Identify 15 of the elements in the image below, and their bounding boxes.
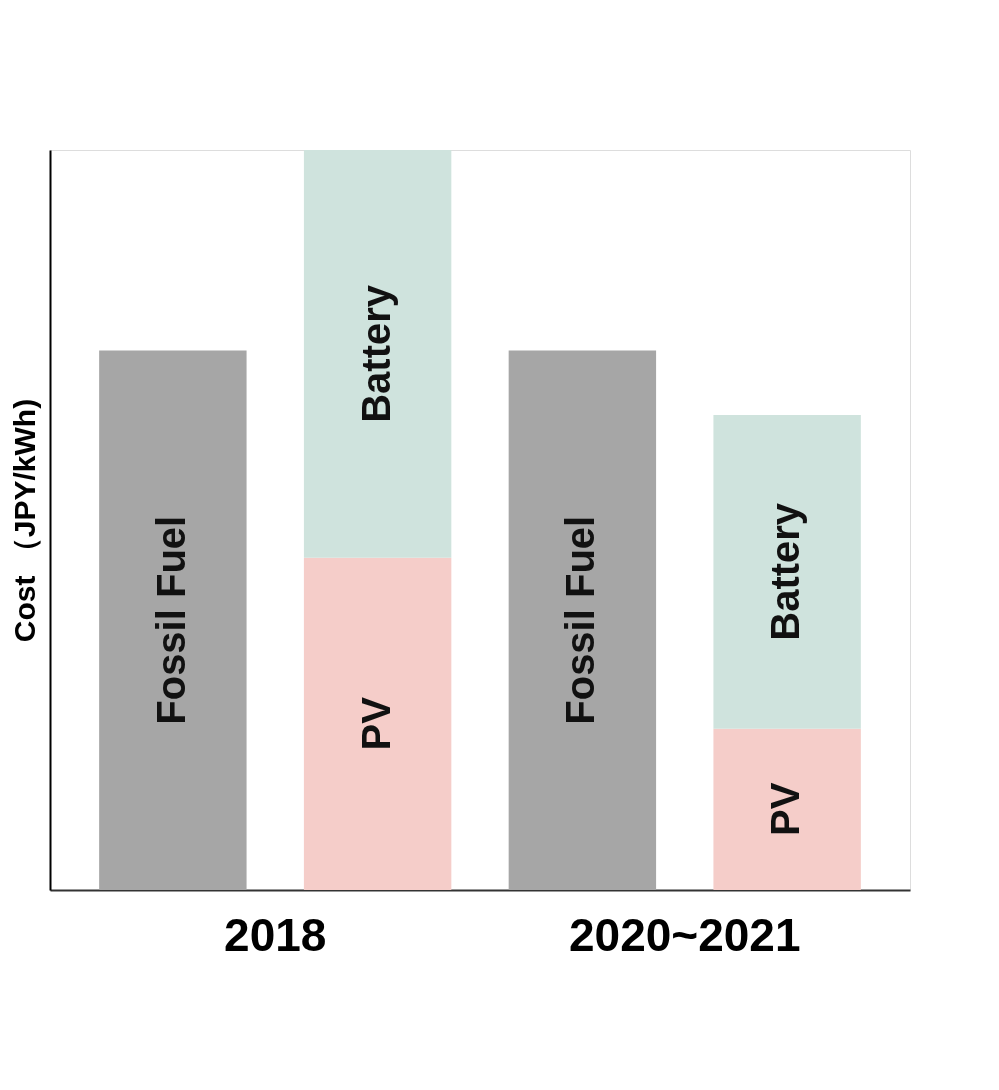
series-label: Battery bbox=[763, 502, 808, 641]
text: 2020~2021 bbox=[569, 909, 801, 961]
bar bbox=[713, 414, 861, 729]
bar bbox=[713, 728, 861, 890]
series-label: PV bbox=[763, 782, 808, 837]
bar bbox=[99, 350, 247, 890]
bar bbox=[303, 150, 452, 558]
bar bbox=[303, 557, 452, 890]
text: Battery bbox=[353, 284, 398, 423]
bar bbox=[508, 350, 657, 890]
y-axis-title: Cost （JPY/kWh) bbox=[7, 398, 41, 643]
text: 2018 bbox=[224, 909, 327, 961]
series-label: Fossil Fuel bbox=[558, 515, 603, 725]
text: Fossil Fuel bbox=[148, 515, 193, 725]
text: PV bbox=[353, 697, 398, 751]
